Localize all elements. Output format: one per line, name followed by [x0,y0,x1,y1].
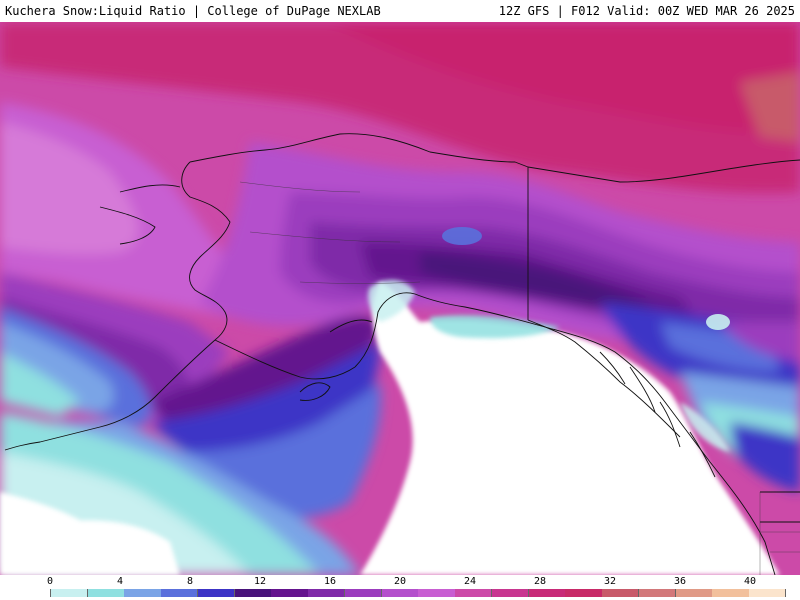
colorbar-swatch [124,589,162,597]
colorbar-swatch [675,589,713,597]
colorbar-swatch [381,589,419,597]
colorbar-swatch [455,589,493,597]
colorbar-swatch [418,589,456,597]
blue-blob [442,227,482,245]
colorbar-swatch [565,589,603,597]
low-ratio-ocean [0,282,780,575]
snow-liquid-ratio-map [0,22,800,575]
colorbar-swatch [712,589,750,597]
colorbar-swatch [50,589,88,597]
model-valid-time: 12Z GFS | F012 Valid: 00Z WED MAR 26 202… [498,4,795,18]
colorbar-tick-label: 28 [533,576,547,587]
colorbar-swatch [14,589,52,597]
ratio-contours [0,22,800,575]
colorbar-swatch [87,589,125,597]
colorbar-tick-label: 40 [743,576,757,587]
colorbar-swatch [528,589,566,597]
colorbar-tick-label: 16 [323,576,337,587]
colorbar-swatch [271,589,309,597]
colorbar-swatch [161,589,199,597]
light-blob [706,314,730,330]
colorbar: 0 4 8 12 16 20 24 28 32 36 40 [0,575,800,600]
colorbar-tick-label: 24 [463,576,477,587]
coastlines [4,133,800,575]
state-lines [239,181,800,575]
colorbar-swatch [344,589,383,597]
product-title: Kuchera Snow:Liquid Ratio | College of D… [5,4,381,18]
colorbar-swatch [749,589,787,597]
colorbar-swatch [197,589,236,597]
colorbar-tick-label: 0 [46,576,54,587]
colorbar-swatch [308,589,346,597]
colorbar-tick-label: 20 [393,576,407,587]
colorbar-tick-label: 36 [673,576,687,587]
colorbar-tick-label: 8 [186,576,194,587]
coastal-fringe [368,280,730,452]
colorbar-ticks: 0 4 8 12 16 20 24 28 32 36 40 [0,575,800,587]
title-bar: Kuchera Snow:Liquid Ratio | College of D… [0,0,800,22]
colorbar-tick-label: 32 [603,576,617,587]
colorbar-swatch [638,589,677,597]
colorbar-tick-label: 4 [116,576,124,587]
colorbar-swatch [234,589,272,597]
colorbar-swatches [14,589,787,597]
colorbar-tick-label: 12 [253,576,267,587]
colorbar-swatch [491,589,530,597]
colorbar-swatch [602,589,640,597]
